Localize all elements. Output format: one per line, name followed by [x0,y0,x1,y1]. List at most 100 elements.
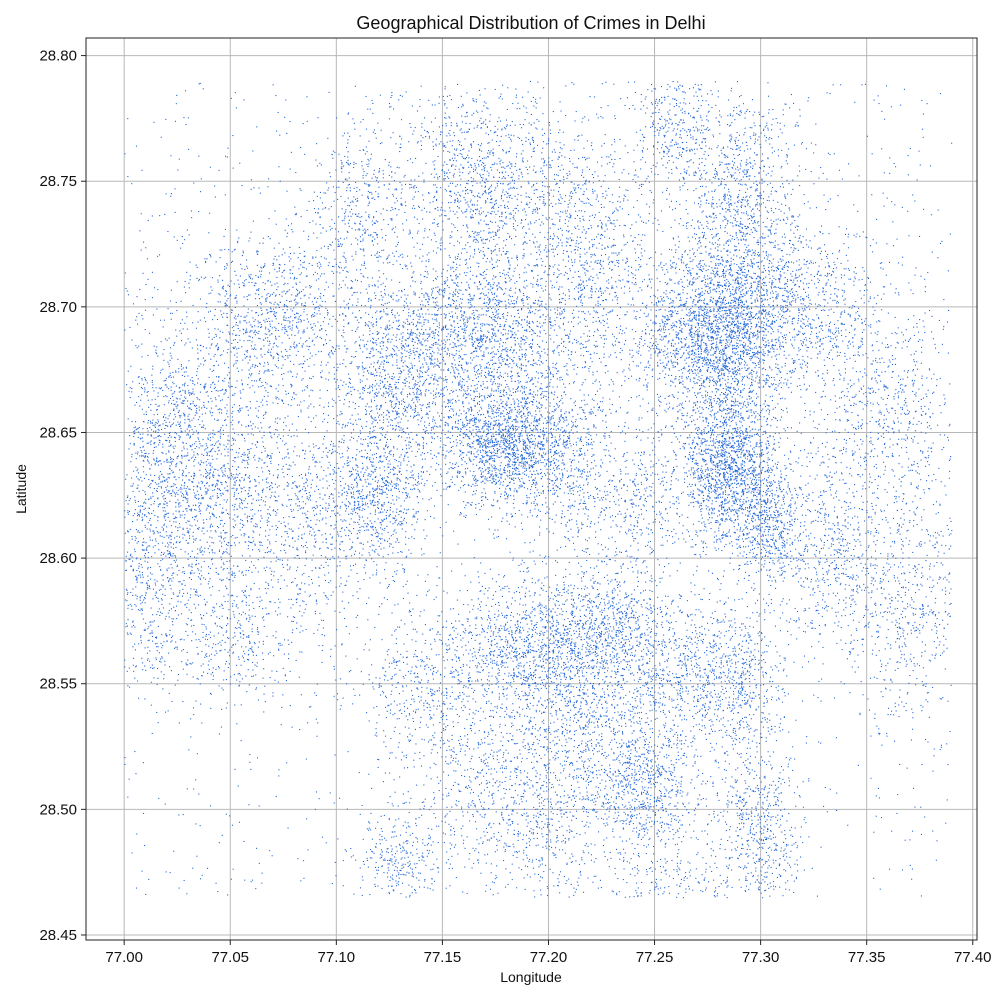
data-point [711,415,712,416]
data-point [717,398,718,399]
data-point [708,496,709,497]
data-point [718,375,719,376]
data-point [750,295,751,296]
data-point [710,253,711,254]
data-point [788,387,789,388]
data-point [721,316,722,317]
data-point [737,330,738,331]
data-point [729,529,730,530]
data-point [769,311,770,312]
data-point [714,368,715,369]
data-point [721,354,722,355]
data-point [728,303,729,304]
data-point [680,403,681,404]
data-point [703,316,704,317]
data-point [769,366,770,367]
data-point [793,294,794,295]
data-point [785,430,786,431]
data-point [760,485,761,486]
data-point [708,327,709,328]
data-point [760,429,761,430]
data-point [749,523,750,524]
data-point [724,327,725,328]
data-point [650,348,651,349]
data-point [788,482,789,483]
data-point [671,249,672,250]
data-point [782,315,783,316]
data-point [718,334,719,335]
data-point [825,383,826,384]
data-point [751,422,752,423]
data-point [807,546,808,547]
data-point [740,323,741,324]
data-point [726,518,727,519]
data-point [689,435,690,436]
data-point [773,533,774,534]
data-point [702,407,703,408]
data-point [738,474,739,475]
data-point [724,454,725,455]
data-point [704,351,705,352]
data-point [711,478,712,479]
data-point [650,296,651,297]
data-point [786,603,787,604]
data-point [755,318,756,319]
data-point [755,483,756,484]
data-point [752,542,753,543]
data-point [706,328,707,329]
data-point [775,384,776,385]
data-point [793,559,794,560]
data-point [778,385,779,386]
data-point [731,408,732,409]
data-point [663,316,664,317]
data-point [773,466,774,467]
data-point [714,497,715,498]
data-point [727,376,728,377]
data-point [714,418,715,419]
data-point [749,334,750,335]
data-point [754,421,755,422]
data-point [749,388,750,389]
data-point [709,324,710,325]
data-point [738,308,739,309]
data-point [745,287,746,288]
data-point [699,269,700,270]
data-point [800,555,801,556]
data-point [743,403,744,404]
data-point [641,339,642,340]
data-point [762,374,763,375]
data-point [782,612,783,613]
data-point [771,369,772,370]
data-point [762,337,763,338]
data-point [755,475,756,476]
data-point [714,426,715,427]
data-point [695,554,696,555]
data-point [778,244,779,245]
data-point [736,544,737,545]
data-point [758,358,759,359]
data-point [713,255,714,256]
data-point [767,546,768,547]
data-point [701,281,702,282]
data-point [745,280,746,281]
data-point [779,248,780,249]
data-point [736,411,737,412]
data-point [732,476,733,477]
data-point [761,536,762,537]
data-point [725,394,726,395]
data-point [778,331,779,332]
data-point [750,473,751,474]
data-point [756,373,757,374]
data-point [731,269,732,270]
data-point [676,348,677,349]
data-point [727,399,728,400]
data-point [706,202,707,203]
data-point [715,268,716,269]
data-point [738,523,739,524]
data-point [756,393,757,394]
data-point [775,546,776,547]
data-point [723,329,724,330]
data-point [732,445,733,446]
data-point [695,354,696,355]
data-point [742,460,743,461]
